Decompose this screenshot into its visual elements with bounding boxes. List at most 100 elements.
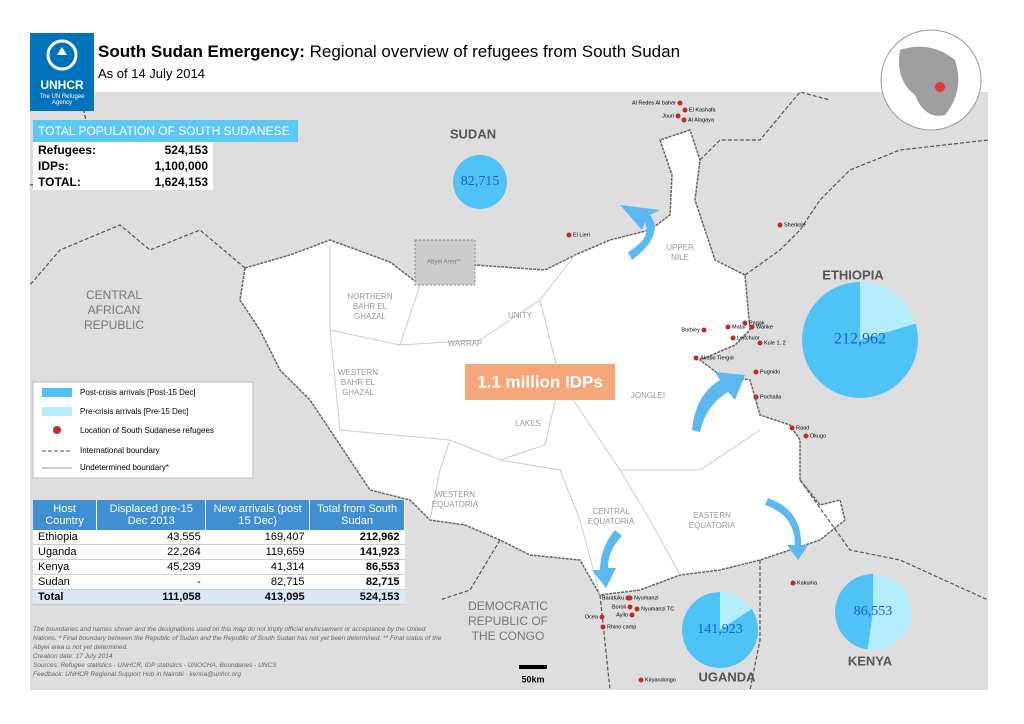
- camp-pin: [753, 394, 759, 400]
- camp-pin: [725, 324, 731, 330]
- region-label: WARRAP: [448, 339, 483, 348]
- pie-label: 86,553: [854, 604, 893, 619]
- idp-box: [465, 364, 615, 400]
- legend-label: Pre-crisis arrivals [Pre-15 Dec]: [80, 407, 188, 416]
- pie-slice: [682, 592, 759, 668]
- legend-label: Post-crisis arrivals [Post-15 Dec]: [80, 388, 196, 397]
- camp-pin: [803, 433, 809, 439]
- abyei-area: [414, 239, 476, 286]
- table-header: Total from South Sudan: [309, 500, 405, 530]
- region-label: WESTERN: [435, 490, 475, 499]
- pie-slice: [720, 592, 752, 630]
- logo: UNHCR The UN Refugee Agency: [30, 33, 94, 111]
- camp-label: Al Redes Al baher: [632, 100, 676, 106]
- legend-swatch: [42, 388, 72, 397]
- region-label: CENTRAL: [592, 507, 630, 516]
- region-label: EQUATORIA: [432, 500, 479, 509]
- table-cell: Sudan: [33, 574, 97, 590]
- region-label: EQUATORIA: [588, 517, 635, 526]
- pie-slice: [835, 574, 873, 650]
- camp-label: Kakuma: [797, 580, 818, 586]
- camp-label: Ayilo: [616, 612, 628, 618]
- table-cell: 169,407: [205, 530, 310, 545]
- camp-pin: [790, 580, 796, 586]
- camp-pin: [730, 335, 736, 341]
- footnote: Creation date: 17 July 2014: [33, 653, 113, 660]
- pie-label: 212,962: [834, 331, 886, 348]
- camp-pin: [675, 113, 681, 119]
- total-cell: 1,624,153: [154, 175, 208, 189]
- footnote: Sources: Refugee statistics - UNHCR, IDP…: [33, 662, 277, 669]
- camp-pin: [681, 117, 687, 123]
- camp-pin: [566, 232, 572, 238]
- region-label: BAHR EL: [341, 378, 376, 387]
- camp-pin: [627, 604, 633, 610]
- country-label: REPUBLIC: [84, 318, 144, 332]
- logo-icon: [46, 39, 78, 71]
- table-cell: Kenya: [33, 559, 97, 575]
- camp-label: Ocea: [585, 614, 599, 620]
- scale-label: 50km: [521, 674, 544, 684]
- footnote: The boundaries and names shown and the d…: [33, 626, 442, 651]
- region-label: EQUATORIA: [689, 521, 736, 530]
- camp-label: Boroli: [612, 604, 626, 610]
- country-label: CENTRAL: [86, 288, 142, 302]
- total-cell: 1,100,000: [154, 159, 208, 173]
- table-header: Host Country: [33, 500, 98, 530]
- table-cell: 413,095: [205, 589, 310, 605]
- footnotes: The boundaries and names shown and the d…: [33, 625, 443, 679]
- camp-pin: [757, 340, 763, 346]
- camp-label: Leitchuor: [737, 335, 760, 341]
- pie-slice: [453, 155, 507, 209]
- subtitle: As of 14 July 2014: [98, 66, 205, 81]
- camp-pin: [629, 612, 635, 618]
- country-label: REPUBLIC OF: [468, 614, 548, 628]
- table-cell: 82,715: [205, 574, 310, 590]
- pie-slice: [802, 282, 919, 398]
- camp-pin: [701, 327, 707, 333]
- table-header: New arrivals (post 15 Dec): [205, 500, 311, 530]
- logo-text: UNHCR: [40, 78, 84, 92]
- table-cell: Total: [33, 589, 97, 605]
- region-label: EASTERN: [693, 511, 731, 520]
- camp-label: Okugo: [810, 433, 826, 439]
- legend-label: Undetermined boundary*: [80, 463, 169, 472]
- region-label: GHAZAL: [354, 312, 387, 321]
- country-label: KENYA: [848, 653, 893, 668]
- camp-pin: [789, 425, 795, 431]
- total-cell: TOTAL:: [38, 175, 81, 189]
- camp-pin: [749, 324, 755, 330]
- legend-label: Location of South Sudanese refugees: [80, 426, 214, 435]
- country-label: ETHIOPIA: [822, 267, 884, 282]
- total-heading: TOTAL POPULATION OF SOUTH SUDANESE: [33, 120, 298, 142]
- legend-swatch: [42, 407, 72, 416]
- region-label: NILE: [671, 253, 689, 262]
- camp-label: Pugnido: [760, 369, 780, 375]
- title-text: Regional overview of refugees from South…: [309, 42, 681, 61]
- country-label: AFRICAN: [88, 303, 141, 317]
- camp-label: Pochalla: [760, 394, 782, 400]
- camp-pin: [693, 355, 699, 361]
- region-label: NORTHERN: [347, 292, 392, 301]
- idp-label: 1.1 million IDPs: [477, 372, 603, 391]
- legend: Post-crisis arrivals [Post-15 Dec] Pre-c…: [32, 381, 254, 479]
- legend-pin: [53, 426, 61, 434]
- scale-bar: [519, 665, 547, 669]
- legend-box: [32, 381, 254, 479]
- camp-pin: [742, 320, 748, 326]
- region-label: JONGLEI: [631, 391, 665, 400]
- total-table: Refugees: 524,153 IDPs: 1,100,000 TOTAL: 1,62…: [33, 142, 213, 190]
- total-cell: Refugees:: [38, 143, 97, 157]
- arrows: [592, 205, 808, 588]
- table-cell: 43,555: [96, 530, 206, 545]
- title: South Sudan Emergency: Regional overview…: [98, 42, 680, 62]
- camp-label: El Kashafa: [689, 107, 717, 113]
- table-cell: 82,715: [309, 574, 405, 590]
- camp-label: Jouri: [662, 113, 674, 119]
- camp-label: Nyumanzi: [634, 595, 658, 601]
- country-label: SUDAN: [450, 126, 496, 141]
- total-population: TOTAL POPULATION OF SOUTH SUDANESE Refug…: [33, 120, 298, 190]
- camp-label: Pagak: [749, 320, 765, 326]
